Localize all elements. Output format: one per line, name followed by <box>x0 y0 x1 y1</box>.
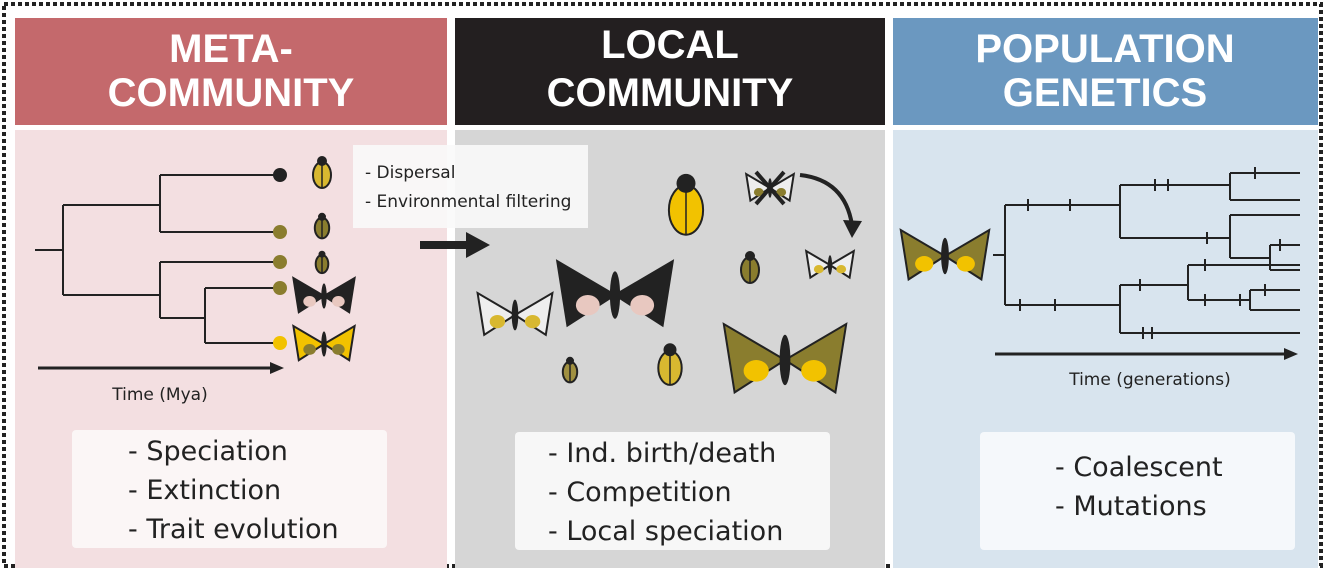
wing-spot <box>630 295 655 316</box>
beetle-head <box>318 212 326 221</box>
wing-spot <box>743 360 769 382</box>
wing-spot <box>776 188 787 197</box>
process: - Mutations <box>1055 491 1207 522</box>
beetle-head <box>745 251 755 261</box>
wing-spot <box>489 315 506 329</box>
wing-spot <box>753 188 764 197</box>
tip <box>273 336 287 350</box>
cross <box>754 170 786 206</box>
arrow-head <box>466 232 490 258</box>
header-bg <box>893 18 1318 125</box>
beetle-head <box>566 356 574 365</box>
header-bg <box>455 18 885 125</box>
body <box>321 331 327 357</box>
body <box>827 255 833 275</box>
body <box>511 299 519 331</box>
axis-label: Time (Mya) <box>111 385 207 405</box>
wing-spot <box>915 255 934 272</box>
panel-title: COMMUNITY <box>108 71 355 115</box>
genealogy <box>993 172 1300 334</box>
panel-title: POPULATION <box>975 27 1234 71</box>
arrow-head <box>843 220 862 238</box>
beetle-head <box>663 343 677 357</box>
header-bg <box>15 18 447 125</box>
process: - Coalescent <box>1055 452 1223 483</box>
beetle-head <box>676 173 696 193</box>
beetle-head <box>317 156 327 166</box>
wing-spot <box>303 344 316 355</box>
process: - Local speciation <box>548 516 783 547</box>
process: - Extinction <box>128 475 281 506</box>
process: - Competition <box>548 477 732 508</box>
wing-spot <box>575 295 600 316</box>
wing-spot <box>303 296 316 307</box>
process: - Ind. birth/death <box>548 438 776 469</box>
body <box>321 283 327 309</box>
wing-spot <box>524 315 541 329</box>
arrow-head <box>270 362 284 374</box>
wing-spot <box>956 255 975 272</box>
tip <box>273 255 287 269</box>
mutations <box>1019 167 1281 339</box>
wing-spot <box>836 265 847 274</box>
filter: - Environmental filtering <box>365 192 571 212</box>
filter-box <box>353 145 588 228</box>
wing-spot <box>813 265 824 274</box>
body <box>779 334 791 386</box>
body <box>941 237 949 275</box>
tip <box>273 225 287 239</box>
beetle-head <box>318 250 326 258</box>
phylogeny <box>35 174 280 344</box>
insects <box>292 156 991 395</box>
panel-title: GENETICS <box>1003 71 1207 115</box>
process-box <box>72 430 387 548</box>
wing-spot <box>801 360 827 382</box>
arrow-head <box>1284 348 1298 360</box>
tip <box>273 281 287 295</box>
filter: - Dispersal <box>365 163 455 183</box>
process: - Trait evolution <box>128 514 339 545</box>
tip <box>273 168 287 182</box>
wing-spot <box>332 296 345 307</box>
panel-title: LOCAL <box>601 23 739 67</box>
curved-arrow <box>799 173 854 226</box>
process: - Speciation <box>128 436 288 467</box>
wing-spot <box>332 344 345 355</box>
process-box <box>515 432 830 550</box>
axis-label: Time (generations) <box>1068 370 1231 390</box>
body <box>609 271 621 319</box>
process-box <box>980 432 1295 550</box>
panel-title: COMMUNITY <box>547 71 794 115</box>
panel-title: META- <box>169 27 293 71</box>
